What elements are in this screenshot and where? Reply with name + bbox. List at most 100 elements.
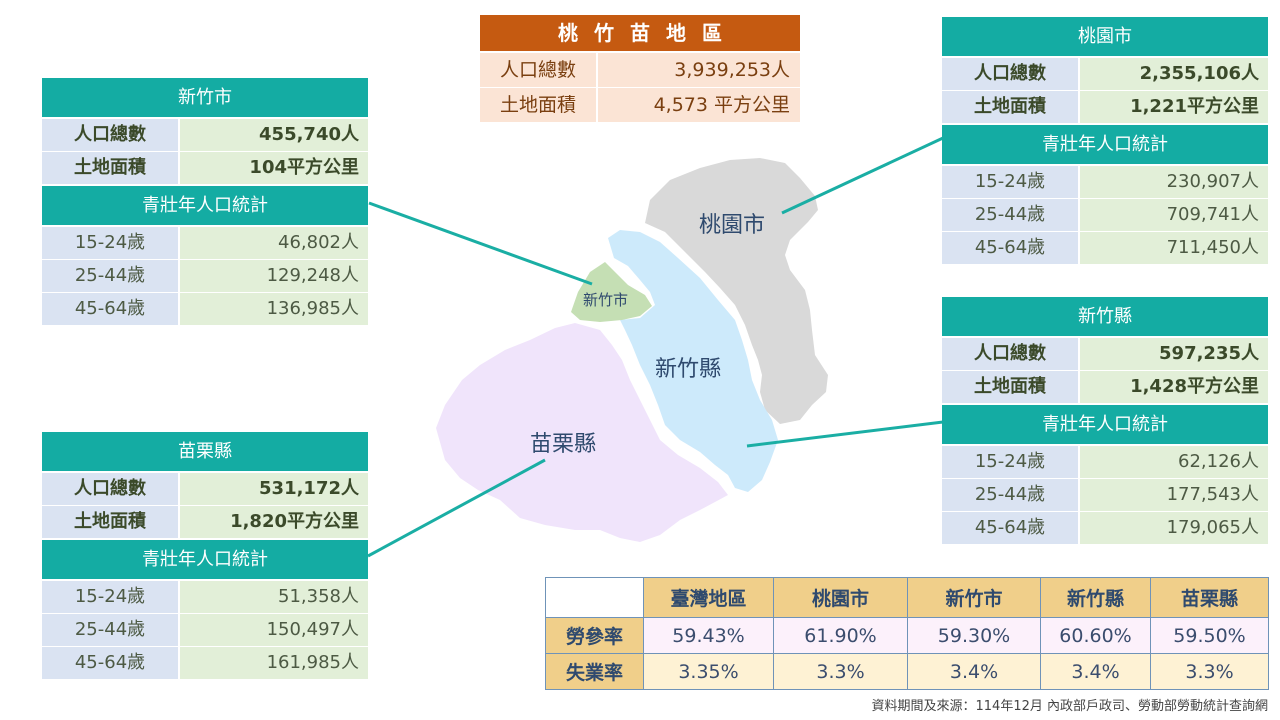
row-population: 人口總數 531,172人: [42, 473, 368, 505]
row-age-15-24: 15-24歲 62,126人: [942, 446, 1268, 478]
summary-population-label: 人口總數: [480, 53, 596, 87]
row-age-45-64: 45-64歲 161,985人: [42, 647, 368, 679]
labor-col-miaoli: 苗栗縣: [1150, 577, 1269, 618]
table-title: 苗栗縣: [42, 432, 368, 471]
table-title: 新竹市: [42, 78, 368, 117]
row-area: 土地面積 1,428平方公里: [942, 371, 1268, 403]
labor-cell: 60.60%: [1040, 617, 1151, 654]
age-value: 46,802人: [180, 227, 368, 259]
age-value: 179,065人: [1080, 512, 1268, 544]
youth-header: 青壯年人口統計: [42, 540, 368, 579]
labor-cell: 59.30%: [907, 617, 1041, 654]
labor-col-hsinchu-county: 新竹縣: [1040, 577, 1151, 618]
population-value: 455,740人: [180, 119, 368, 151]
age-label: 25-44歲: [942, 479, 1078, 511]
source-note: 資料期間及來源：114年12月 內政部戶政司、勞動部勞動統計查詢網: [871, 699, 1269, 714]
age-label: 25-44歲: [42, 260, 178, 292]
population-value: 2,355,106人: [1080, 58, 1268, 90]
table-hsinchu-county: 新竹縣 人口總數 597,235人 土地面積 1,428平方公里 青壯年人口統計…: [942, 297, 1268, 545]
summary-row-area: 土地面積 4,573 平方公里: [480, 88, 800, 122]
table-taoyuan: 桃園市 人口總數 2,355,106人 土地面積 1,221平方公里 青壯年人口…: [942, 17, 1268, 265]
map-region-hsinchu-city[interactable]: [571, 262, 652, 322]
summary-area-label: 土地面積: [480, 88, 596, 122]
row-age-15-24: 15-24歲 46,802人: [42, 227, 368, 259]
age-value: 177,543人: [1080, 479, 1268, 511]
age-value: 230,907人: [1080, 166, 1268, 198]
map-label-taoyuan: 桃園市: [699, 213, 766, 238]
age-value: 62,126人: [1080, 446, 1268, 478]
age-value: 136,985人: [180, 293, 368, 325]
row-age-45-64: 45-64歲 136,985人: [42, 293, 368, 325]
population-label: 人口總數: [942, 58, 1078, 90]
row-age-25-44: 25-44歲 709,741人: [942, 199, 1268, 231]
population-label: 人口總數: [42, 119, 178, 151]
age-label: 25-44歲: [42, 614, 178, 646]
row-age-25-44: 25-44歲 150,497人: [42, 614, 368, 646]
row-area: 土地面積 104平方公里: [42, 152, 368, 184]
age-label: 45-64歲: [42, 647, 178, 679]
labor-corner-cell: [545, 577, 644, 618]
youth-header: 青壯年人口統計: [42, 186, 368, 225]
row-age-15-24: 15-24歲 51,358人: [42, 581, 368, 613]
area-label: 土地面積: [42, 152, 178, 184]
table-title: 新竹縣: [942, 297, 1268, 336]
age-label: 15-24歲: [942, 166, 1078, 198]
age-label: 15-24歲: [42, 227, 178, 259]
age-value: 711,450人: [1080, 232, 1268, 264]
connector-taoyuan: [781, 136, 944, 215]
labor-col-taiwan: 臺灣地區: [643, 577, 774, 618]
map-region-miaoli[interactable]: [436, 323, 728, 542]
age-value: 161,985人: [180, 647, 368, 679]
row-area: 土地面積 1,820平方公里: [42, 506, 368, 538]
summary-row-population: 人口總數 3,939,253人: [480, 53, 800, 87]
labor-cell: 3.35%: [643, 653, 774, 690]
area-label: 土地面積: [42, 506, 178, 538]
row-age-25-44: 25-44歲 177,543人: [942, 479, 1268, 511]
age-label: 45-64歲: [42, 293, 178, 325]
connector-hsinchu-county: [746, 420, 944, 448]
area-label: 土地面積: [942, 91, 1078, 123]
age-label: 15-24歲: [42, 581, 178, 613]
map-label-miaoli: 苗栗縣: [530, 432, 597, 457]
labor-statistics-table: 臺灣地區 桃園市 新竹市 新竹縣 苗栗縣 勞參率 59.43% 61.90% 5…: [545, 577, 1269, 690]
population-value: 597,235人: [1080, 338, 1268, 370]
map-label-hsinchu-city: 新竹市: [583, 291, 629, 309]
row-age-45-64: 45-64歲 711,450人: [942, 232, 1268, 264]
table-miaoli: 苗栗縣 人口總數 531,172人 土地面積 1,820平方公里 青壯年人口統計…: [42, 432, 368, 680]
population-label: 人口總數: [942, 338, 1078, 370]
labor-header-row: 臺灣地區 桃園市 新竹市 新竹縣 苗栗縣: [545, 577, 1269, 618]
population-value: 531,172人: [180, 473, 368, 505]
labor-cell: 59.50%: [1150, 617, 1269, 654]
labor-col-hsinchu-city: 新竹市: [907, 577, 1041, 618]
area-value: 104平方公里: [180, 152, 368, 184]
connector-miaoli: [367, 458, 546, 558]
labor-cell: 3.3%: [773, 653, 908, 690]
age-label: 45-64歲: [942, 512, 1078, 544]
labor-row-unemployment: 失業率 3.35% 3.3% 3.4% 3.4% 3.3%: [545, 653, 1269, 690]
map-region-hsinchu-county[interactable]: [608, 230, 778, 492]
labor-cell: 3.4%: [1040, 653, 1151, 690]
age-value: 129,248人: [180, 260, 368, 292]
table-hsinchu-city: 新竹市 人口總數 455,740人 土地面積 104平方公里 青壯年人口統計 1…: [42, 78, 368, 326]
age-label: 15-24歲: [942, 446, 1078, 478]
labor-cell: 3.3%: [1150, 653, 1269, 690]
row-age-25-44: 25-44歲 129,248人: [42, 260, 368, 292]
labor-cell: 61.90%: [773, 617, 908, 654]
labor-cell: 3.4%: [907, 653, 1041, 690]
age-value: 150,497人: [180, 614, 368, 646]
area-value: 1,221平方公里: [1080, 91, 1268, 123]
summary-title: 桃竹苗地區: [480, 15, 800, 51]
population-label: 人口總數: [42, 473, 178, 505]
age-value: 51,358人: [180, 581, 368, 613]
labor-cell: 59.43%: [643, 617, 774, 654]
labor-row-label: 勞參率: [545, 617, 644, 654]
age-label: 45-64歲: [942, 232, 1078, 264]
age-label: 25-44歲: [942, 199, 1078, 231]
table-title: 桃園市: [942, 17, 1268, 56]
row-population: 人口總數 455,740人: [42, 119, 368, 151]
youth-header: 青壯年人口統計: [942, 405, 1268, 444]
connector-hsinchu-city: [368, 201, 593, 286]
row-area: 土地面積 1,221平方公里: [942, 91, 1268, 123]
map-region-taoyuan[interactable]: [645, 158, 828, 424]
